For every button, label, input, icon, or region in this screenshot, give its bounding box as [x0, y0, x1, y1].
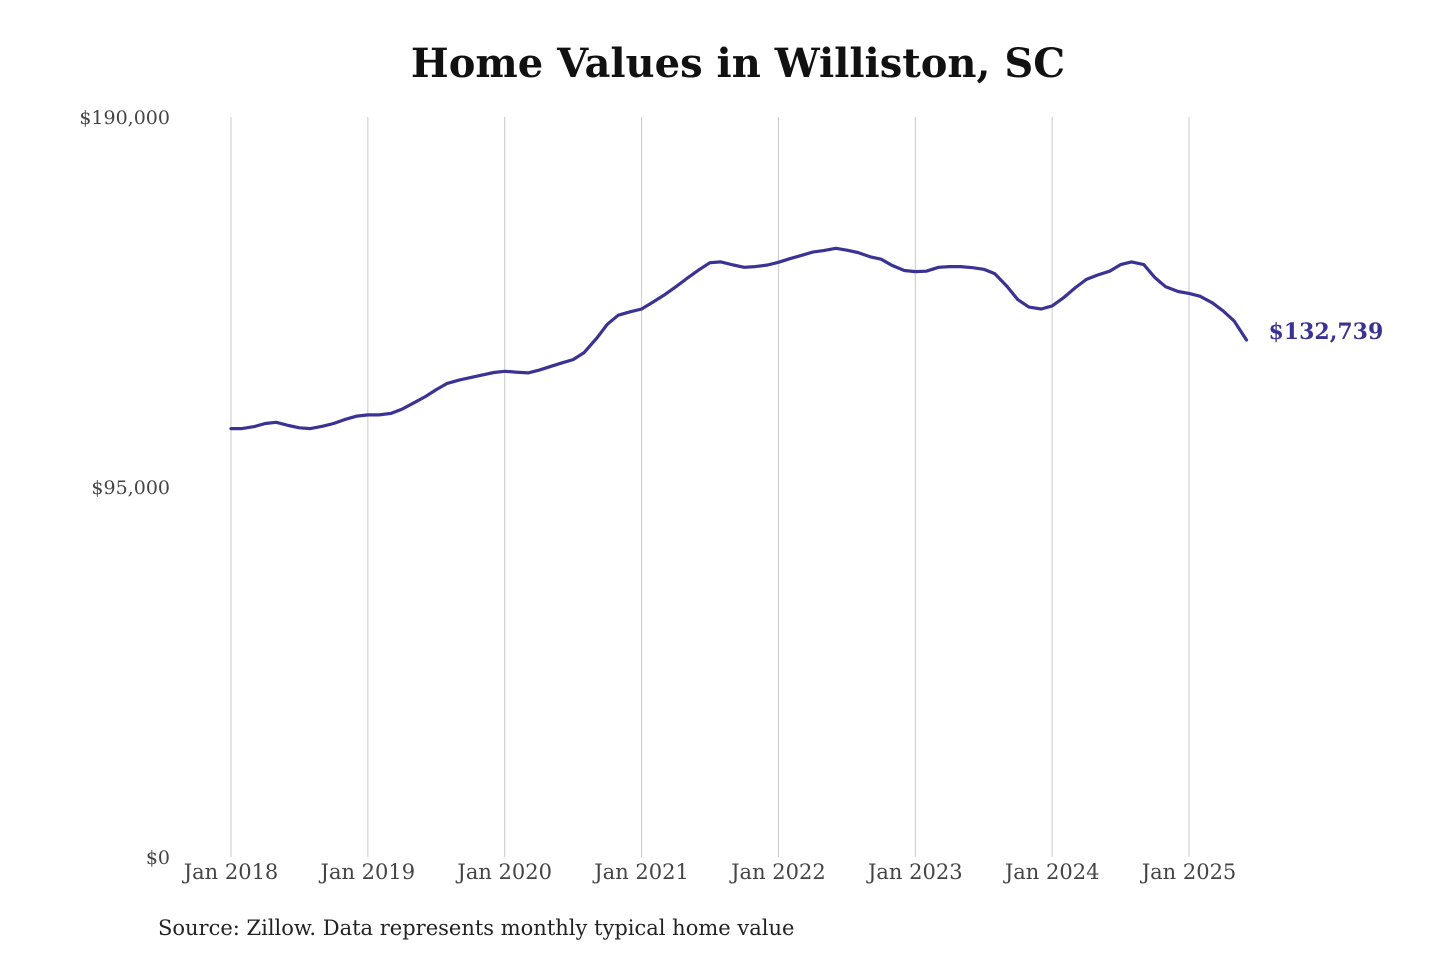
source-note: Source: Zillow. Data represents monthly … [158, 916, 795, 940]
y-tick-label: $95,000 [91, 477, 170, 499]
series-line [229, 246, 1249, 431]
chart-title: Home Values in Williston, SC [410, 40, 1066, 87]
x-tick-label: Jan 2020 [455, 860, 552, 884]
x-tick-label: Jan 2022 [729, 860, 826, 884]
x-tick-label: Jan 2025 [1140, 860, 1237, 884]
y-tick-label: $190,000 [79, 107, 170, 129]
x-tick-label: Jan 2018 [182, 860, 279, 884]
y-tick-label: $0 [146, 847, 170, 869]
x-tick-label: Jan 2023 [866, 860, 963, 884]
x-tick-label: Jan 2024 [1003, 860, 1100, 884]
x-tick-label: Jan 2021 [592, 860, 689, 884]
end-value-label: $132,739 [1268, 319, 1383, 345]
x-tick-label: Jan 2019 [319, 860, 416, 884]
